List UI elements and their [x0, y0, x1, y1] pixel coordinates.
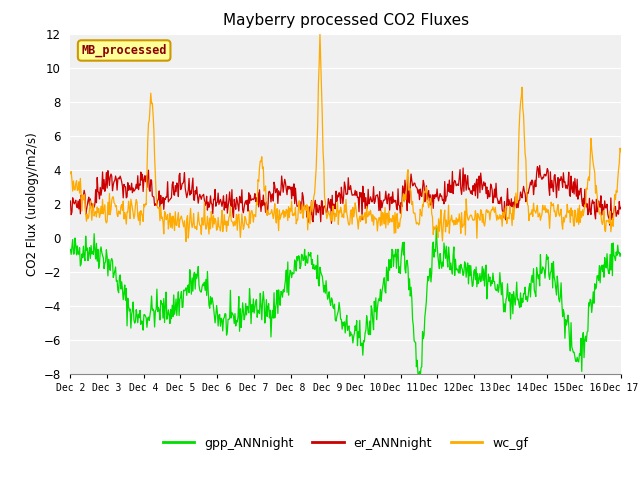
Title: Mayberry processed CO2 Fluxes: Mayberry processed CO2 Fluxes: [223, 13, 468, 28]
Y-axis label: CO2 Flux (urology/m2/s): CO2 Flux (urology/m2/s): [26, 132, 39, 276]
Legend: gpp_ANNnight, er_ANNnight, wc_gf: gpp_ANNnight, er_ANNnight, wc_gf: [158, 432, 533, 455]
Text: MB_processed: MB_processed: [81, 44, 167, 57]
